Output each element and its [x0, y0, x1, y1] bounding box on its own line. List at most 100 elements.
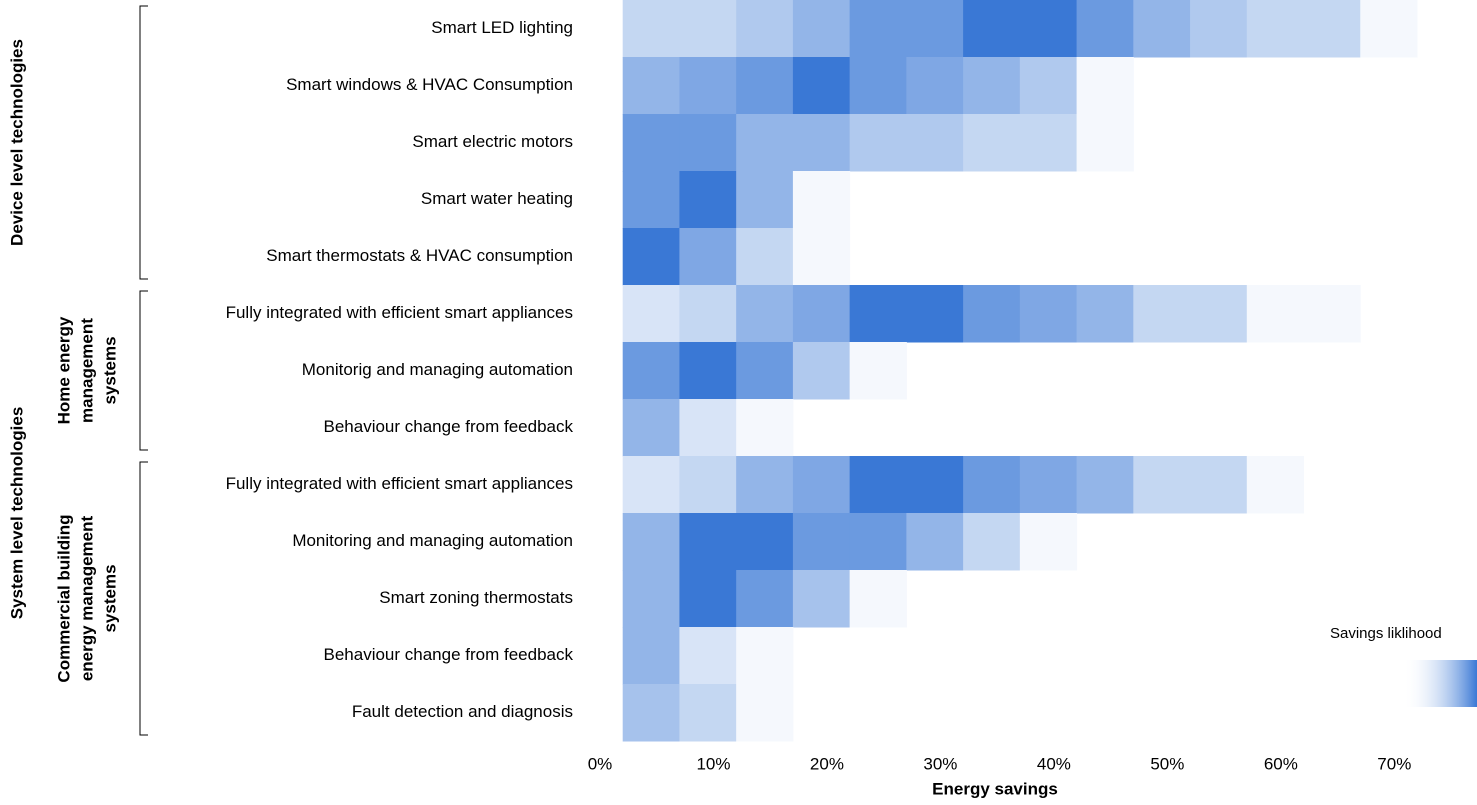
heat-cell: [736, 228, 794, 286]
heat-cell: [792, 57, 851, 115]
heat-cell: [679, 456, 737, 514]
heat-cell: [622, 513, 680, 571]
group-label: Commercial building: [54, 514, 73, 682]
heat-cell: [679, 627, 737, 685]
heat-cell: [963, 285, 1021, 343]
heat-cell: [792, 114, 851, 172]
heat-cell: [1076, 114, 1134, 172]
x-tick-label: 50%: [1150, 754, 1184, 773]
heat-cell: [622, 684, 680, 742]
heat-cell: [1190, 456, 1248, 514]
heat-cell: [792, 342, 851, 400]
heat-cell: [963, 456, 1021, 514]
row-label: Smart LED lighting: [431, 18, 573, 37]
heat-cell: [1133, 0, 1191, 58]
row-label: Smart windows & HVAC Consumption: [286, 75, 573, 94]
bracket: [139, 5, 148, 280]
heat-cell: [679, 285, 737, 343]
heat-cell: [736, 342, 794, 400]
group-label: systems: [100, 564, 119, 632]
group-label: energy management: [77, 515, 96, 681]
heat-cell: [906, 0, 964, 58]
heat-cell: [1019, 456, 1078, 514]
heat-cell: [849, 0, 907, 58]
heat-cell: [1190, 285, 1248, 343]
heat-cell: [622, 570, 680, 628]
heat-cell: [1190, 0, 1248, 58]
row-label: Monitoring and managing automation: [292, 531, 573, 550]
heat-cell: [1019, 57, 1078, 115]
bracket: [139, 290, 148, 451]
heat-cell: [679, 228, 737, 286]
heat-cell: [736, 57, 794, 115]
heat-cell: [1246, 0, 1305, 58]
heat-cell: [1019, 114, 1078, 172]
heat-cell: [736, 285, 794, 343]
heat-cell: [1076, 285, 1134, 343]
heat-cell: [849, 570, 907, 628]
x-tick-label: 70%: [1377, 754, 1411, 773]
heat-cell: [906, 456, 964, 514]
row-label: Smart water heating: [421, 189, 573, 208]
heat-cell: [1019, 0, 1078, 58]
row-label: Fully integrated with efficient smart ap…: [226, 474, 573, 493]
heat-cell: [849, 114, 907, 172]
heat-cell: [622, 399, 680, 457]
heat-cell: [679, 342, 737, 400]
heat-cell: [679, 684, 737, 742]
x-axis-label: Energy savings: [932, 779, 1058, 798]
heat-cell: [849, 57, 907, 115]
group-label: management: [77, 318, 96, 423]
heat-cell: [679, 114, 737, 172]
heat-cell: [792, 513, 851, 571]
colorbar: [1330, 660, 1477, 707]
row-label: Smart thermostats & HVAC consumption: [266, 246, 573, 265]
heat-cell: [679, 171, 737, 229]
heat-cell: [1019, 513, 1078, 571]
heat-cell: [736, 171, 794, 229]
group-label: Device level technologies: [7, 39, 26, 246]
heat-cell: [849, 285, 907, 343]
heat-cell: [622, 57, 680, 115]
row-label: Behaviour change from feedback: [324, 645, 574, 664]
heat-cell: [1076, 57, 1134, 115]
heat-cell: [622, 171, 680, 229]
x-tick-label: 60%: [1264, 754, 1298, 773]
heat-cell: [1019, 285, 1078, 343]
heat-cell: [906, 285, 964, 343]
heat-cell: [1076, 456, 1134, 514]
heat-cell: [622, 456, 680, 514]
heat-cell: [622, 342, 680, 400]
heat-cell: [1303, 0, 1361, 58]
heat-cell: [963, 114, 1021, 172]
row-label: Behaviour change from feedback: [324, 417, 574, 436]
x-tick-label: 40%: [1037, 754, 1071, 773]
heat-cell: [963, 513, 1021, 571]
heat-cell: [849, 456, 907, 514]
heat-cell: [736, 0, 794, 58]
heat-cell: [622, 627, 680, 685]
heat-cell: [1133, 285, 1191, 343]
heat-cell: [1133, 456, 1191, 514]
heat-cell: [622, 114, 680, 172]
heat-cell: [963, 57, 1021, 115]
row-label: Smart zoning thermostats: [379, 588, 573, 607]
heat-cell: [792, 456, 851, 514]
heat-cell: [1076, 0, 1134, 58]
row-label: Monitorig and managing automation: [302, 360, 573, 379]
heat-cell: [736, 684, 794, 742]
heat-cell: [1246, 285, 1305, 343]
heat-cell: [849, 513, 907, 571]
heat-cell: [736, 627, 794, 685]
x-tick-label: 20%: [810, 754, 844, 773]
heat-cell: [792, 0, 851, 58]
heat-cell: [736, 399, 794, 457]
heat-cell: [792, 570, 851, 628]
heat-cell: [1360, 0, 1418, 58]
heat-cell: [792, 171, 851, 229]
heat-cell: [679, 513, 737, 571]
row-label: Fault detection and diagnosis: [352, 702, 573, 721]
group-label: System level technologies: [7, 407, 26, 620]
heat-cell: [792, 285, 851, 343]
row-label: Smart electric motors: [412, 132, 573, 151]
